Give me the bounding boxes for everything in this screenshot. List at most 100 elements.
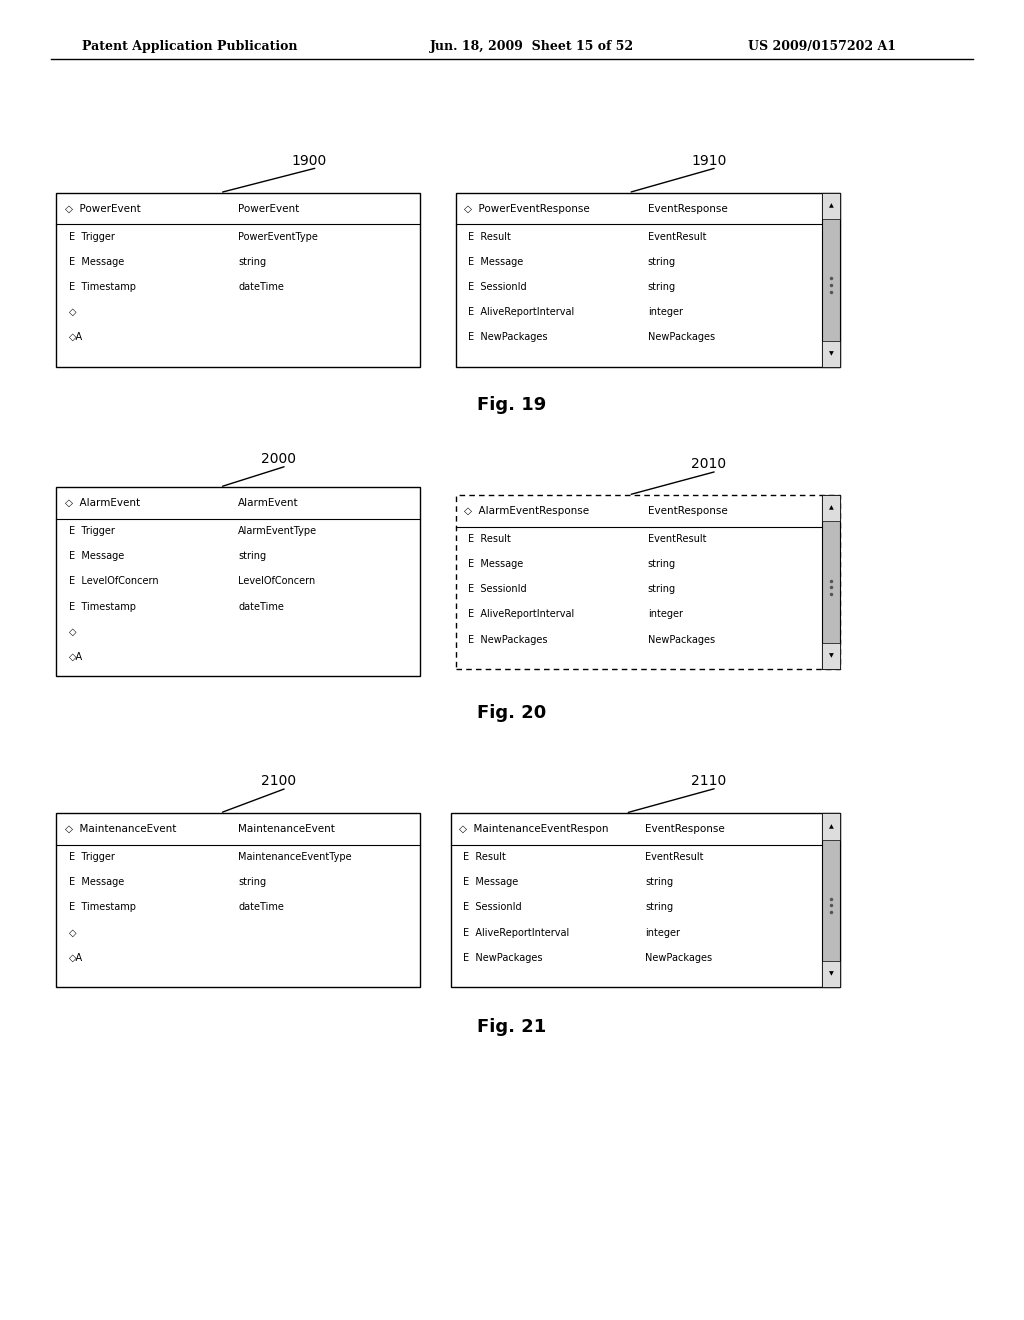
Text: string: string <box>648 585 676 594</box>
Text: ◇: ◇ <box>69 627 76 636</box>
Bar <box>822 813 840 840</box>
Text: MaintenanceEvent: MaintenanceEvent <box>238 824 335 834</box>
Text: US 2009/0157202 A1: US 2009/0157202 A1 <box>748 40 896 53</box>
Text: 2000: 2000 <box>261 451 296 466</box>
Text: E  Timestamp: E Timestamp <box>69 903 135 912</box>
Text: ◇: ◇ <box>69 928 76 937</box>
Bar <box>822 341 840 367</box>
Text: E  Message: E Message <box>69 257 124 267</box>
Text: string: string <box>648 257 676 267</box>
Text: E  Message: E Message <box>468 257 523 267</box>
Text: EventResult: EventResult <box>648 535 707 544</box>
Text: ▲: ▲ <box>828 203 834 209</box>
Text: E  Message: E Message <box>468 560 523 569</box>
Text: ◇A: ◇A <box>69 333 83 342</box>
Text: PowerEvent: PowerEvent <box>238 203 299 214</box>
Text: 2110: 2110 <box>691 774 726 788</box>
Text: dateTime: dateTime <box>238 282 284 292</box>
Text: integer: integer <box>645 928 680 937</box>
Text: NewPackages: NewPackages <box>648 635 715 644</box>
Text: PowerEventType: PowerEventType <box>238 232 318 242</box>
Text: E  AliveReportInterval: E AliveReportInterval <box>468 308 574 317</box>
Text: EventResult: EventResult <box>648 232 707 242</box>
Text: EventResponse: EventResponse <box>645 824 725 834</box>
Text: LevelOfConcern: LevelOfConcern <box>238 577 315 586</box>
Text: ◇  MaintenanceEvent: ◇ MaintenanceEvent <box>65 824 176 834</box>
Text: EventResponse: EventResponse <box>648 506 727 516</box>
Text: integer: integer <box>648 610 683 619</box>
Text: ◇A: ◇A <box>69 953 83 962</box>
Text: ◇  PowerEventResponse: ◇ PowerEventResponse <box>464 203 590 214</box>
Text: ▼: ▼ <box>828 972 834 977</box>
Text: NewPackages: NewPackages <box>648 333 715 342</box>
Text: ▼: ▼ <box>828 653 834 659</box>
Text: EventResult: EventResult <box>645 853 703 862</box>
Text: E  Result: E Result <box>468 232 511 242</box>
Bar <box>822 495 840 669</box>
Text: string: string <box>648 282 676 292</box>
Text: string: string <box>238 257 266 267</box>
Bar <box>56 487 420 676</box>
Text: integer: integer <box>648 308 683 317</box>
Text: ◇A: ◇A <box>69 652 83 661</box>
Text: ▲: ▲ <box>828 506 834 511</box>
Text: string: string <box>238 878 266 887</box>
Bar <box>822 495 840 521</box>
Text: dateTime: dateTime <box>238 903 284 912</box>
Text: E  Message: E Message <box>69 878 124 887</box>
Text: E  NewPackages: E NewPackages <box>468 333 548 342</box>
Text: Fig. 19: Fig. 19 <box>477 396 547 414</box>
Text: ◇  MaintenanceEventRespon: ◇ MaintenanceEventRespon <box>459 824 608 834</box>
Text: E  SessionId: E SessionId <box>468 282 526 292</box>
Text: string: string <box>238 552 266 561</box>
Text: E  NewPackages: E NewPackages <box>468 635 548 644</box>
Bar <box>56 193 420 367</box>
Bar <box>822 193 840 219</box>
Text: E  Result: E Result <box>463 853 506 862</box>
Bar <box>822 193 840 367</box>
Text: E  Trigger: E Trigger <box>69 232 115 242</box>
Text: Patent Application Publication: Patent Application Publication <box>82 40 297 53</box>
Text: E  Timestamp: E Timestamp <box>69 602 135 611</box>
Text: ◇: ◇ <box>69 308 76 317</box>
Text: 2100: 2100 <box>261 774 296 788</box>
Text: E  Message: E Message <box>69 552 124 561</box>
Text: Jun. 18, 2009  Sheet 15 of 52: Jun. 18, 2009 Sheet 15 of 52 <box>430 40 634 53</box>
Bar <box>456 193 840 367</box>
Bar <box>822 643 840 669</box>
Text: E  Timestamp: E Timestamp <box>69 282 135 292</box>
Bar <box>822 961 840 987</box>
Text: string: string <box>645 878 673 887</box>
Text: E  Result: E Result <box>468 535 511 544</box>
Text: MaintenanceEventType: MaintenanceEventType <box>238 853 351 862</box>
Text: EventResponse: EventResponse <box>648 203 727 214</box>
Text: 2010: 2010 <box>691 457 726 471</box>
Text: 1900: 1900 <box>292 153 327 168</box>
Text: ◇  AlarmEvent: ◇ AlarmEvent <box>65 498 139 508</box>
Text: ◇  AlarmEventResponse: ◇ AlarmEventResponse <box>464 506 589 516</box>
Text: E  LevelOfConcern: E LevelOfConcern <box>69 577 159 586</box>
Text: string: string <box>648 560 676 569</box>
Text: string: string <box>645 903 673 912</box>
Text: Fig. 21: Fig. 21 <box>477 1018 547 1036</box>
Text: AlarmEvent: AlarmEvent <box>238 498 299 508</box>
Text: AlarmEventType: AlarmEventType <box>238 527 317 536</box>
Text: E  AliveReportInterval: E AliveReportInterval <box>468 610 574 619</box>
Text: ▼: ▼ <box>828 351 834 356</box>
Text: E  NewPackages: E NewPackages <box>463 953 543 962</box>
Text: ◇  PowerEvent: ◇ PowerEvent <box>65 203 140 214</box>
Text: E  SessionId: E SessionId <box>463 903 521 912</box>
Bar <box>822 813 840 987</box>
Text: 1910: 1910 <box>691 153 727 168</box>
Text: E  SessionId: E SessionId <box>468 585 526 594</box>
Text: Fig. 20: Fig. 20 <box>477 704 547 722</box>
Text: E  Trigger: E Trigger <box>69 853 115 862</box>
Text: E  AliveReportInterval: E AliveReportInterval <box>463 928 569 937</box>
Text: ▲: ▲ <box>828 824 834 829</box>
Bar <box>56 813 420 987</box>
Text: E  Message: E Message <box>463 878 518 887</box>
Text: E  Trigger: E Trigger <box>69 527 115 536</box>
Text: dateTime: dateTime <box>238 602 284 611</box>
Bar <box>456 495 840 669</box>
Bar <box>451 813 840 987</box>
